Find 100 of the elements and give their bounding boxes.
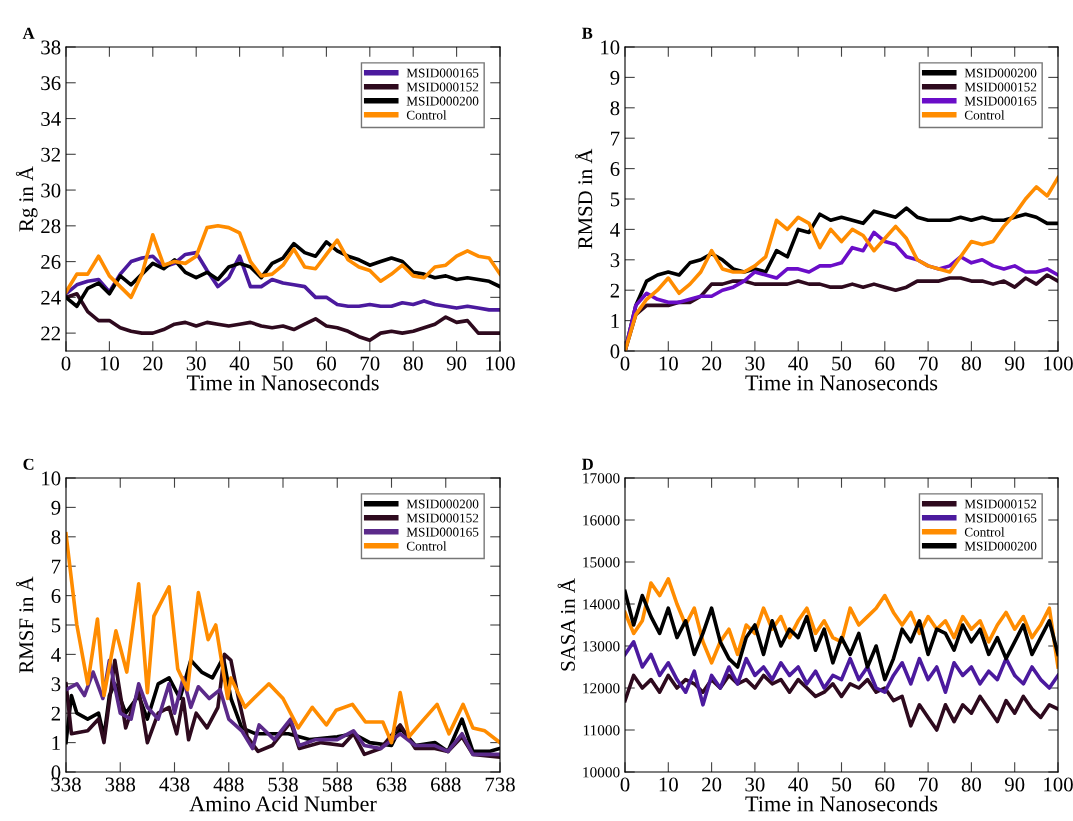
- x-tick-label: 30: [745, 356, 765, 371]
- legend-label: Control: [964, 527, 1005, 537]
- legend-label: MSID000165: [964, 513, 1037, 523]
- chart-title: A: [22, 27, 35, 39]
- x-axis-title: Amino Acid Number: [189, 795, 377, 812]
- x-tick-label: 90: [1004, 356, 1025, 371]
- y-tick-label: 32: [41, 147, 60, 162]
- chart-title: D: [581, 458, 593, 470]
- x-tick-label: 40: [788, 777, 808, 792]
- legend-label: MSID000200: [964, 68, 1037, 78]
- x-tick-label: 588: [322, 777, 353, 792]
- x-tick-label: 10: [659, 356, 678, 371]
- x-tick-label: 20: [702, 356, 722, 371]
- y-tick-label: 5: [51, 618, 61, 633]
- y-tick-label: 17000: [583, 473, 620, 484]
- x-tick-label: 90: [1004, 777, 1025, 792]
- y-tick-label: 7: [611, 131, 620, 146]
- y-tick-label: 1: [611, 314, 619, 328]
- x-axis-title: Time in Nanoseconds: [186, 374, 379, 391]
- legend-label: MSID000200: [406, 499, 479, 509]
- legend-label: MSID000165: [964, 96, 1037, 106]
- y-tick-label: 9: [610, 70, 620, 85]
- x-tick-label: 100: [1044, 356, 1073, 371]
- line-series: [625, 673, 1058, 732]
- y-tick-label: 7: [52, 559, 61, 574]
- y-tick-label: 10: [601, 40, 620, 55]
- x-tick-label: 50: [832, 356, 852, 371]
- x-tick-label: 80: [961, 356, 982, 371]
- y-tick-label: 28: [41, 219, 61, 234]
- line-series: [625, 639, 1058, 707]
- y-axis-title: Rg in Å: [15, 166, 38, 232]
- x-tick-label: 90: [446, 356, 467, 371]
- x-tick-label: 70: [919, 356, 938, 371]
- y-tick-label: 8: [610, 101, 620, 116]
- x-tick-label: 10: [659, 777, 678, 792]
- y-tick-label: 5: [610, 192, 620, 207]
- legend-label: MSID000200: [964, 541, 1037, 551]
- chart-title: B: [581, 27, 593, 39]
- x-tick-label: 688: [431, 777, 461, 792]
- legend-label: MSID000152: [406, 513, 479, 523]
- y-tick-label: 14000: [583, 599, 620, 610]
- x-tick-label: 738: [485, 777, 515, 792]
- x-tick-label: 20: [702, 777, 722, 792]
- y-tick-label: 2: [610, 283, 619, 298]
- y-axis-title: RMSD in Å: [574, 148, 593, 249]
- x-tick-label: 638: [376, 777, 407, 792]
- y-tick-label: 24: [41, 290, 61, 305]
- y-tick-label: 0: [610, 344, 620, 359]
- y-tick-label: 12000: [583, 683, 620, 694]
- y-tick-label: 22: [41, 326, 60, 341]
- x-tick-label: 100: [486, 356, 515, 371]
- x-tick-label: 30: [186, 356, 206, 371]
- x-tick-label: 60: [875, 777, 895, 792]
- y-tick-label: 1: [52, 736, 60, 750]
- x-tick-label: 40: [788, 356, 808, 371]
- legend-label: MSID000165: [406, 527, 479, 537]
- y-tick-label: 34: [41, 111, 61, 126]
- x-tick-label: 60: [875, 356, 895, 371]
- line-series: [66, 224, 500, 300]
- y-tick-label: 36: [41, 76, 61, 91]
- x-tick-label: 50: [832, 777, 852, 792]
- y-tick-label: 15000: [583, 557, 620, 568]
- x-axis-title: Time in Nanoseconds: [745, 374, 938, 391]
- chart-title: C: [23, 458, 34, 470]
- x-tick-label: 50: [273, 356, 293, 371]
- x-tick-label: 30: [745, 777, 765, 792]
- legend-label: MSID000165: [406, 68, 479, 78]
- x-tick-label: 70: [360, 356, 380, 371]
- x-tick-label: 70: [919, 777, 938, 792]
- legend-label: MSID000152: [406, 82, 479, 92]
- legend-label: MSID000152: [964, 499, 1037, 509]
- x-tick-label: 438: [159, 777, 190, 792]
- y-tick-label: 9: [51, 500, 61, 515]
- y-tick-label: 8: [51, 530, 61, 545]
- y-axis-title: SASA in Å: [557, 578, 575, 671]
- y-tick-label: 10: [42, 471, 61, 486]
- y-tick-label: 4: [610, 222, 620, 237]
- x-tick-label: 538: [268, 777, 298, 792]
- x-axis-title: Time in Nanoseconds: [745, 795, 938, 812]
- y-tick-label: 26: [41, 255, 61, 270]
- x-tick-label: 60: [316, 356, 337, 371]
- line-series: [625, 576, 1058, 669]
- x-tick-label: 20: [143, 356, 163, 371]
- x-tick-label: 100: [1044, 777, 1073, 792]
- y-tick-label: 30: [41, 183, 61, 198]
- x-tick-label: 388: [105, 777, 136, 792]
- y-tick-label: 11000: [583, 725, 620, 736]
- x-tick-label: 10: [100, 356, 120, 371]
- x-tick-label: 40: [229, 356, 250, 371]
- y-tick-label: 10000: [583, 767, 620, 778]
- y-tick-label: 3: [610, 253, 620, 268]
- x-tick-label: 488: [213, 777, 244, 792]
- legend-label: MSID000200: [406, 96, 479, 106]
- y-tick-label: 4: [51, 647, 61, 662]
- line-series: [66, 291, 500, 343]
- x-tick-label: 80: [961, 777, 982, 792]
- legend-label: Control: [964, 110, 1005, 120]
- y-tick-label: 2: [51, 706, 60, 721]
- y-tick-label: 13000: [583, 641, 620, 652]
- y-tick-label: 3: [51, 677, 61, 692]
